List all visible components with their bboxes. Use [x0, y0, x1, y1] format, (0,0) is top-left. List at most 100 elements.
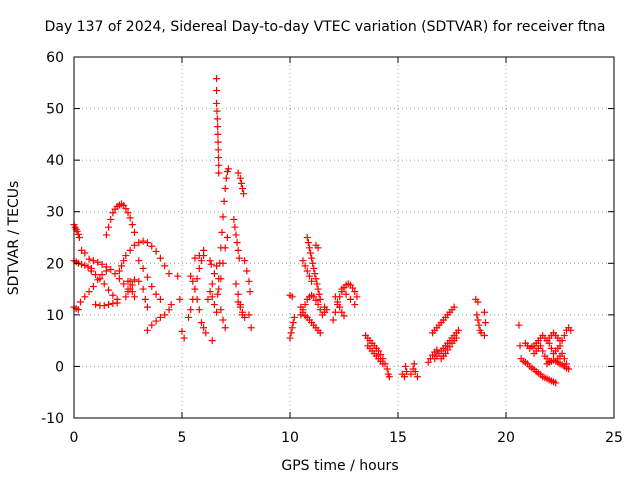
data-point: [130, 276, 138, 284]
data-point: [84, 263, 92, 271]
data-point: [204, 295, 212, 303]
data-point: [100, 302, 108, 310]
data-point: [442, 350, 450, 358]
data-point: [234, 298, 242, 306]
data-point: [152, 247, 160, 255]
data-point: [433, 346, 441, 354]
data-point: [331, 293, 339, 301]
data-point: [210, 270, 218, 278]
data-point: [214, 130, 222, 138]
data-point: [124, 209, 132, 217]
data-point: [148, 321, 156, 329]
y-tick-label: 50: [46, 102, 64, 118]
data-point: [130, 241, 138, 249]
x-tick-label: 5: [178, 430, 187, 446]
data-point: [115, 267, 123, 275]
y-tick-label: 40: [46, 153, 64, 169]
data-point: [120, 257, 128, 265]
data-point: [109, 209, 117, 217]
data-point: [89, 282, 97, 290]
data-point: [214, 290, 222, 298]
data-point: [191, 285, 199, 293]
data-point: [107, 265, 115, 273]
data-point: [288, 293, 296, 301]
data-point: [450, 303, 458, 311]
data-point: [180, 334, 188, 342]
data-point: [308, 254, 316, 262]
data-point: [424, 358, 432, 366]
data-point: [452, 334, 460, 342]
data-point: [74, 306, 82, 314]
data-point: [191, 254, 199, 262]
data-point: [208, 280, 216, 288]
data-point: [161, 262, 169, 270]
data-point: [516, 342, 524, 350]
data-point: [213, 308, 221, 316]
data-point: [214, 146, 222, 154]
data-point: [247, 324, 255, 332]
data-point: [480, 308, 488, 316]
data-point: [334, 298, 342, 306]
data-point: [135, 257, 143, 265]
data-point: [331, 308, 339, 316]
data-point: [221, 324, 229, 332]
data-point: [115, 275, 123, 283]
data-point: [102, 231, 110, 239]
data-point: [219, 259, 227, 267]
data-point: [481, 319, 489, 327]
data-point: [305, 272, 313, 280]
data-point: [89, 257, 97, 265]
data-point: [200, 246, 208, 254]
chart-title: Day 137 of 2024, Sidereal Day-to-day VTE…: [45, 19, 606, 35]
data-point: [234, 290, 242, 298]
data-point: [165, 270, 173, 278]
data-point: [329, 316, 337, 324]
data-point: [308, 277, 316, 285]
y-tick-label: -10: [41, 411, 64, 427]
data-point: [184, 313, 192, 321]
y-tick-label: 20: [46, 256, 64, 272]
data-point: [96, 275, 104, 283]
x-tick-label: 15: [389, 430, 407, 446]
y-axis-title: SDTVAR / TECUs: [6, 181, 22, 296]
data-point: [287, 329, 295, 337]
data-point: [234, 246, 242, 254]
data-points: [70, 75, 575, 387]
data-point: [454, 326, 462, 334]
data-point: [223, 234, 231, 241]
data-point: [342, 290, 350, 298]
data-point: [92, 271, 100, 279]
data-point: [135, 239, 143, 247]
data-point: [141, 295, 149, 303]
data-point: [165, 306, 173, 314]
data-point: [200, 324, 208, 332]
data-point: [558, 350, 566, 358]
data-point: [161, 311, 169, 319]
data-point: [552, 379, 560, 387]
data-point: [560, 331, 568, 339]
data-point: [74, 230, 82, 238]
data-point: [304, 239, 312, 247]
data-point: [299, 257, 307, 265]
y-tick-label: 60: [46, 50, 64, 66]
data-point: [113, 299, 121, 307]
data-point: [230, 215, 238, 223]
data-point: [410, 360, 418, 368]
data-point: [474, 298, 482, 306]
data-point: [126, 246, 134, 254]
data-point: [309, 259, 317, 267]
data-point: [221, 244, 229, 252]
data-point: [316, 329, 324, 337]
data-point: [98, 260, 106, 268]
data-point: [98, 271, 106, 279]
data-point: [411, 368, 419, 376]
data-point: [81, 249, 89, 257]
axis-ticks: [73, 56, 615, 419]
data-point: [218, 228, 226, 236]
data-point: [375, 347, 383, 355]
data-point: [289, 319, 297, 327]
data-point: [221, 185, 229, 193]
data-point: [152, 290, 160, 298]
data-point: [558, 337, 566, 345]
data-point: [475, 321, 483, 329]
